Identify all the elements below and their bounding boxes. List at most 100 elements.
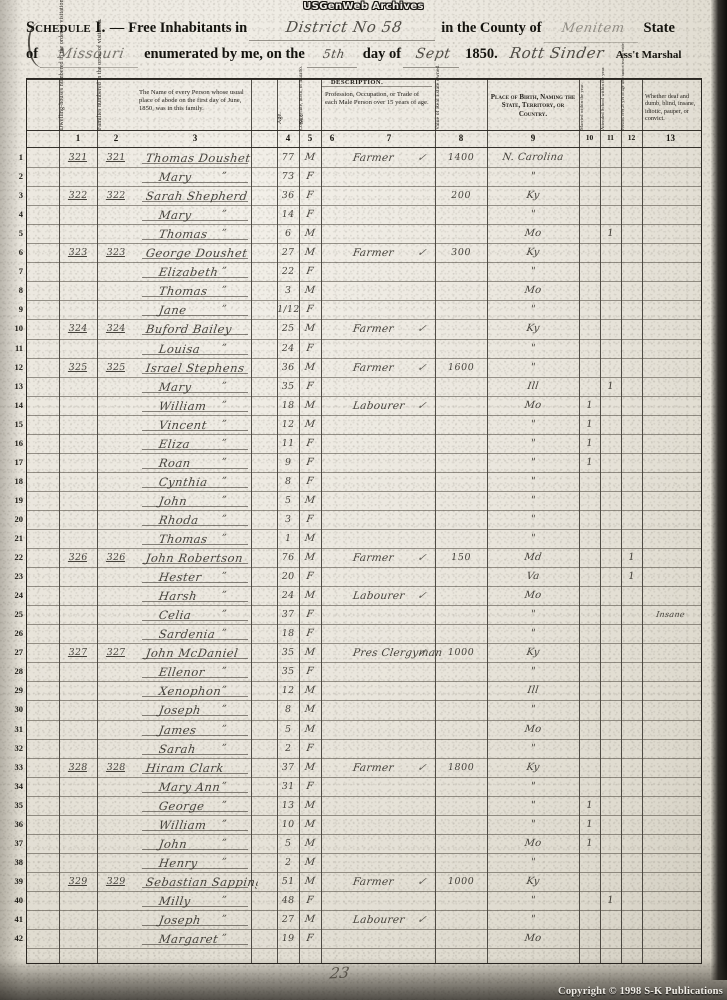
cell-name: Sardenia: [157, 627, 217, 642]
cell-age: 76: [280, 552, 296, 564]
row-number: 13: [14, 380, 24, 391]
column-header-1: Dwelling-houses numbered in the order of…: [59, 0, 65, 130]
row-number: 14: [14, 399, 24, 410]
census-table: DESCRIPTION. Dwelling-houses numbered in…: [15, 0, 702, 964]
column-header-2: Families numbered in the order of visita…: [97, 18, 103, 130]
ditto-mark: ”: [220, 914, 228, 925]
name-underline: [142, 201, 248, 203]
cell-sex: F: [305, 933, 315, 945]
row-number: 6: [18, 247, 23, 258]
cell-birth: ": [529, 894, 537, 906]
ditto-mark: ”: [220, 799, 228, 811]
cell-age: 8: [284, 704, 292, 716]
cell-name: Thomas Doushet: [144, 151, 252, 165]
column-number-12: 12: [627, 133, 636, 142]
row-number: 24: [14, 590, 24, 601]
cell-m10: 1: [585, 418, 594, 430]
row-number: 11: [14, 342, 23, 353]
name-underline: [142, 886, 248, 888]
cell-sex: M: [303, 704, 317, 716]
cell-sex: M: [303, 856, 317, 868]
row-rule: [27, 167, 701, 169]
cell-c1: 326: [67, 552, 89, 564]
cell-age: 24: [280, 590, 296, 602]
column-number-9: 9: [530, 133, 536, 143]
cell-val: 1800: [446, 761, 476, 773]
cell-name: John McDaniel: [144, 646, 240, 661]
name-underline: [142, 544, 248, 545]
row-number: 17: [14, 456, 24, 467]
cell-age: 73: [280, 171, 296, 183]
cell-birth: ": [529, 666, 537, 678]
name-underline: [142, 715, 248, 717]
row-number: 30: [14, 704, 24, 715]
cell-age: 27: [280, 247, 296, 259]
col-rule-11: [621, 79, 622, 963]
row-number: 7: [18, 266, 23, 277]
schedule-header: Schedule I. — Free Inhabitants in Distri…: [26, 14, 698, 72]
cell-name: William: [157, 398, 208, 413]
name-underline: [142, 639, 248, 641]
cell-note13: Insane: [655, 610, 686, 620]
cell-c1: 322: [67, 190, 89, 202]
ditto-mark: ”: [220, 342, 228, 354]
name-underline: [142, 296, 248, 298]
column-number-6: 6: [329, 133, 335, 143]
name-underline: [142, 163, 248, 164]
cell-s11: 1: [606, 894, 615, 906]
ditto-mark: ”: [220, 723, 228, 735]
cell-sex: M: [303, 323, 317, 335]
row-rule: [27, 243, 701, 245]
row-number: 35: [14, 799, 24, 810]
cell-name: Ellenor: [157, 665, 206, 680]
name-underline: [142, 410, 248, 412]
cell-sex: F: [305, 456, 315, 468]
row-number: 3: [18, 190, 23, 201]
of-label: of: [26, 46, 39, 62]
cell-birth: Va: [525, 571, 541, 583]
ditto-mark: ”: [220, 533, 228, 544]
row-rule: [27, 509, 701, 511]
cell-name: Hester: [157, 570, 203, 585]
col-rule-3: [251, 79, 252, 963]
row-number: 4: [18, 209, 23, 220]
cell-name: Mary: [157, 170, 193, 185]
cell-val: 1400: [446, 152, 476, 163]
column-number-2: 2: [113, 133, 119, 143]
col-rule-7: [435, 79, 436, 963]
cell-sex: F: [305, 780, 315, 792]
cell-c2: 322: [105, 190, 127, 202]
column-header-9: Place of Birth, Naming the State, Territ…: [490, 93, 576, 118]
row-rule: [27, 833, 701, 835]
row-rule: [27, 338, 701, 340]
day-value: 5th: [306, 41, 361, 68]
day-label: day of: [362, 46, 402, 62]
cell-birth: ": [529, 171, 537, 183]
cell-age: 12: [280, 685, 296, 697]
cell-age: 36: [280, 361, 296, 373]
row-number: 15: [14, 418, 24, 429]
col-rule-1: [59, 79, 60, 963]
row-rule: [27, 700, 701, 702]
row-rule: [27, 319, 701, 321]
row-rule: [27, 643, 701, 645]
row-rule: [27, 814, 701, 816]
name-underline: [142, 277, 248, 279]
row-number: 20: [14, 513, 24, 524]
ditto-mark: ”: [220, 266, 228, 278]
marshal-title: Ass't Marshal: [615, 49, 682, 61]
cell-m10: 1: [585, 837, 594, 849]
month-value: Sept: [402, 41, 464, 68]
cell-age: 31: [280, 780, 296, 792]
cell-sex: F: [305, 628, 315, 640]
cell-name: Elizabeth: [157, 265, 220, 280]
cell-sex: M: [303, 723, 317, 735]
cell-age: 5: [284, 494, 292, 506]
cell-age: 1/12: [276, 304, 301, 316]
cell-age: 51: [280, 875, 296, 887]
cell-age: 18: [280, 628, 296, 640]
ditto-mark: ”: [220, 513, 228, 525]
row-number: 9: [18, 304, 23, 315]
ditto-mark: ”: [220, 456, 228, 468]
cell-birth: ": [529, 818, 537, 830]
